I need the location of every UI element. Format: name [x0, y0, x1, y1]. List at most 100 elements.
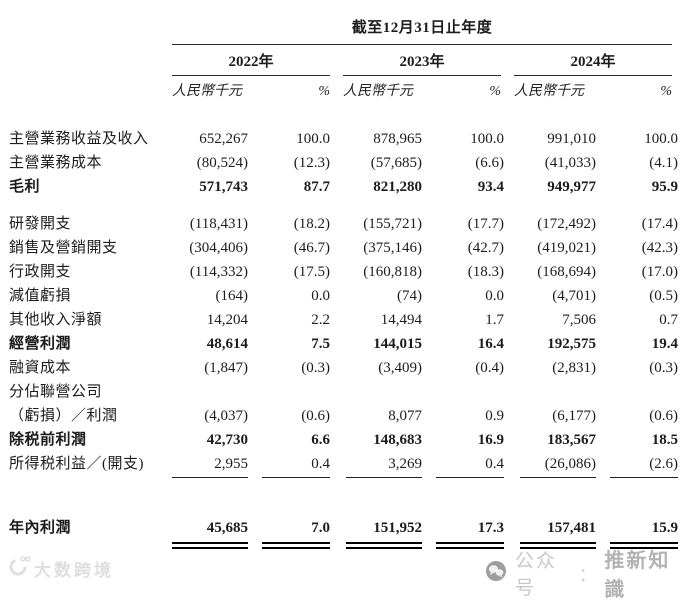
percent-cell: (2.6) [610, 456, 678, 478]
value-cell: 821,280 [373, 179, 422, 195]
percent-cell: 15.9 [610, 520, 678, 549]
units-header-row: 人民幣千元 % 人民幣千元 % 人民幣千元 % [172, 80, 683, 100]
value-cell: 878,965 [373, 131, 422, 147]
row-label: 主營業務收益及收入 [9, 131, 149, 147]
year-group-cells: (375,146) (42.7) [346, 240, 504, 257]
year-group-cells: (57,685) (6.6) [346, 155, 504, 172]
row-label: 除税前利潤 [9, 432, 87, 448]
year-group-cells: 8,077 0.9 [346, 408, 504, 425]
wechat-account-label: 公众号 [515, 551, 558, 599]
table-row: 主營業務收益及收入 652,267 100.0 878,965 100.0 991,010… [0, 127, 683, 151]
percent-cell: (0.6) [301, 408, 330, 424]
row-label: 年內利潤 [9, 520, 72, 536]
row-label: 經營利潤 [9, 336, 72, 352]
value-cell: 144,015 [373, 336, 422, 352]
currency-unit-label: 人民幣千元 [172, 84, 242, 99]
table-row: 所得税利益／(開支) 2,955 0.4 3,269 0.4 (26,086) (2.6) [0, 452, 683, 478]
table-body: 主營業務收益及收入 652,267 100.0 878,965 100.0 991,010… [0, 127, 683, 549]
percent-cell: (0.6) [649, 408, 678, 424]
year-group-cells: 192,575 19.4 [520, 336, 678, 353]
year-group-cells: 48,614 7.5 [172, 336, 330, 353]
percent-cell: (17.0) [641, 264, 678, 280]
value-cell: 949,977 [547, 179, 596, 195]
value-cell: (160,818) [363, 264, 422, 280]
year-group-cells: (1,847) (0.3) [172, 360, 330, 377]
year-group-cells: (155,721) (17.7) [346, 216, 504, 233]
currency-unit-label: 人民幣千元 [514, 84, 584, 99]
value-cell: 14,204 [206, 312, 248, 328]
percent-cell: (12.3) [293, 155, 330, 171]
year-group-cells: (2,831) (0.3) [520, 360, 678, 377]
value-cell: (1,847) [204, 360, 248, 376]
value-cell: 991,010 [547, 131, 596, 147]
units-2023: 人民幣千元 % [343, 80, 501, 100]
value-cell: 157,481 [520, 520, 596, 549]
percent-cell: (46.7) [293, 240, 330, 256]
table-row: 除税前利潤 42,730 6.6 148,683 16.9 183,567 18.5 [0, 428, 683, 452]
value-cell: (155,721) [363, 216, 422, 232]
row-label: 分佔聯營公司 [9, 384, 103, 400]
year-group-cells: (26,086) (2.6) [520, 456, 678, 478]
value-cell: 652,267 [199, 131, 248, 147]
currency-unit-label: 人民幣千元 [343, 84, 413, 99]
year-group-cells: (41,033) (4.1) [520, 155, 678, 172]
percent-cell: 0.9 [485, 408, 504, 424]
year-group-cells: 45,685 7.0 [172, 520, 330, 549]
year-group-cells: 144,015 16.4 [346, 336, 504, 353]
value-cell: 3,269 [346, 456, 422, 478]
percent-cell: 100.0 [470, 131, 504, 147]
year-group-cells: 571,743 87.7 [172, 179, 330, 196]
value-cell: (114,332) [189, 264, 248, 280]
dashu-logo-icon [8, 555, 31, 582]
left-watermark: 大数跨境 [8, 555, 114, 582]
wechat-icon [484, 560, 508, 587]
year-group-cells: 821,280 93.4 [346, 179, 504, 196]
value-cell: (304,406) [189, 240, 248, 256]
year-2023-header: 2023年 [343, 50, 501, 76]
year-group-cells: 151,952 17.3 [346, 520, 504, 549]
percent-cell: (0.5) [649, 288, 678, 304]
row-label: 所得税利益／(開支) [9, 456, 144, 472]
percent-header: % [318, 84, 330, 99]
table-row: 行政開支 (114,332) (17.5) (160,818) (18.3) (168,6… [0, 260, 683, 284]
value-cell: 2,955 [172, 456, 248, 478]
percent-cell: (42.3) [641, 240, 678, 256]
year-2022-header: 2022年 [172, 50, 330, 76]
year-group-cells: 2,955 0.4 [172, 456, 330, 478]
year-group-cells: (6,177) (0.6) [520, 408, 678, 425]
percent-cell: (0.3) [649, 360, 678, 376]
value-cell: 571,743 [199, 179, 248, 195]
year-group-cells: (3,409) (0.4) [346, 360, 504, 377]
percent-cell: 87.7 [303, 179, 330, 195]
value-cell: 183,567 [547, 432, 596, 448]
value-cell: 42,730 [206, 432, 248, 448]
percent-cell: 100.0 [296, 131, 330, 147]
percent-cell: 93.4 [477, 179, 504, 195]
percent-cell: 0.7 [659, 312, 678, 328]
year-group-cells: 949,977 95.9 [520, 179, 678, 196]
value-cell: (80,524) [196, 155, 248, 171]
table-row: 融資成本 (1,847) (0.3) (3,409) (0.4) (2,831) (0.3) [0, 356, 683, 380]
year-group-cells: 157,481 15.9 [520, 520, 678, 549]
value-cell: 151,952 [346, 520, 422, 549]
year-2024-header: 2024年 [514, 50, 672, 76]
year-group-cells: (160,818) (18.3) [346, 264, 504, 281]
table-row: 其他收入淨額 14,204 2.2 14,494 1.7 7,506 0.7 [0, 308, 683, 332]
year-group-cells: 42,730 6.6 [172, 432, 330, 449]
right-watermark: 公众号 ： 推新知識 [484, 544, 683, 602]
year-group-cells: 878,965 100.0 [346, 131, 504, 148]
value-cell: (172,492) [537, 216, 596, 232]
row-label: 行政開支 [9, 264, 72, 280]
percent-cell: 0.0 [311, 288, 330, 304]
value-cell: (74) [397, 288, 422, 304]
percent-cell: 100.0 [644, 131, 678, 147]
percent-cell: 2.2 [311, 312, 330, 328]
table-row: 研發開支 (118,431) (18.2) (155,721) (17.7) (172,4… [0, 212, 683, 236]
value-cell: 8,077 [388, 408, 422, 424]
value-cell: (41,033) [544, 155, 596, 171]
percent-header: % [489, 84, 501, 99]
percent-cell: (18.2) [293, 216, 330, 232]
financial-statement-page: 截至12月31日止年度 2022年 2023年 2024年 人民幣千元 % 人民… [0, 16, 683, 601]
table-row: 經營利潤 48,614 7.5 144,015 16.4 192,575 19.4 [0, 332, 683, 356]
table-row: （虧損）／利潤 (4,037) (0.6) 8,077 0.9 (6,177) (0.6) [0, 404, 683, 428]
